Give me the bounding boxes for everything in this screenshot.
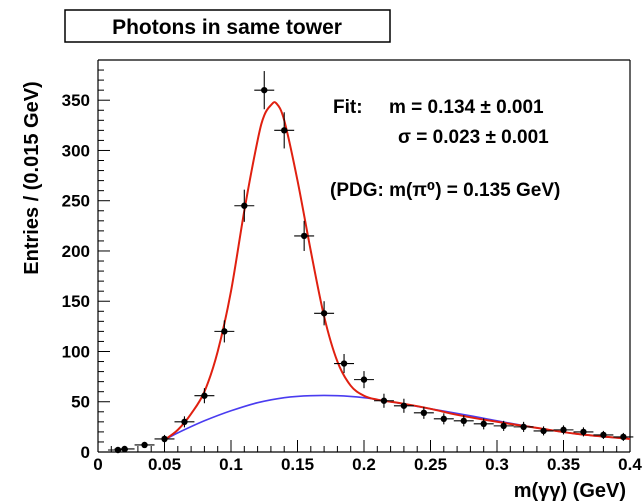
data-point — [573, 427, 594, 437]
y-tick-label: 0 — [81, 443, 90, 462]
data-point — [513, 421, 534, 432]
y-axis-label: Entries / (0.015 GeV) — [21, 81, 43, 274]
data-point-marker — [580, 428, 587, 436]
y-tick-label: 150 — [62, 292, 90, 311]
data-point-marker — [340, 360, 348, 367]
data-point-marker — [161, 435, 168, 443]
data-point-marker — [620, 433, 627, 441]
data-point-marker — [201, 392, 208, 399]
fit-sigma: σ = 0.023 ± 0.001 — [398, 127, 549, 148]
data-point-marker — [500, 422, 507, 430]
data-point-marker — [241, 202, 248, 209]
y-tick-label: 50 — [71, 393, 90, 412]
data-point-marker — [360, 376, 368, 383]
data-point-marker — [281, 127, 288, 134]
x-tick-label: 0.05 — [148, 455, 181, 474]
data-point-marker — [520, 423, 527, 431]
fit-mass: m = 0.134 ± 0.001 — [389, 97, 544, 118]
data-point — [254, 71, 275, 110]
data-point-marker — [460, 417, 467, 425]
x-tick-label: 0 — [93, 455, 102, 474]
signal-fit-curve — [163, 101, 631, 441]
data-point-marker — [320, 310, 328, 317]
data-point-marker — [480, 420, 487, 428]
data-point — [533, 426, 554, 436]
data-point — [373, 393, 394, 408]
data-point-marker — [221, 328, 228, 335]
data-point — [393, 398, 414, 413]
x-tick-label: 0.35 — [547, 455, 580, 474]
data-point-marker — [141, 441, 148, 449]
data-point — [174, 416, 195, 428]
plot-axes — [97, 59, 631, 453]
x-tick-label: 0.3 — [485, 455, 509, 474]
x-tick-label: 0.4 — [618, 455, 642, 474]
x-tick-label: 0.15 — [281, 455, 314, 474]
pdg-note: (PDG: m(π⁰) = 0.135 GeV) — [330, 180, 560, 201]
data-point-marker — [300, 232, 308, 240]
y-tick-label: 250 — [62, 192, 90, 211]
data-point-marker — [560, 426, 567, 434]
y-tick-label: 350 — [62, 91, 90, 110]
data-point — [274, 112, 295, 149]
axis-ticks: 0 0.05 0.1 0.15 0.2 0.25 0.3 0.35 0.4 0 50 100 150 20… — [62, 69, 642, 474]
data-point-marker — [440, 415, 447, 423]
y-tick-label: 100 — [62, 342, 90, 361]
data-point — [413, 406, 434, 419]
data-point — [473, 418, 494, 430]
data-point — [453, 415, 474, 427]
data-point-marker — [261, 86, 268, 94]
data-point-marker — [181, 418, 188, 426]
data-point — [214, 320, 235, 343]
data-point-marker — [600, 431, 607, 439]
data-point — [433, 413, 454, 425]
data-point — [114, 445, 135, 453]
data-point — [154, 434, 175, 443]
x-tick-label: 0.1 — [219, 455, 243, 474]
chart-title: Photons in same tower — [112, 16, 342, 39]
data-point — [613, 432, 634, 441]
fit-curves — [163, 101, 631, 441]
data-point — [493, 420, 514, 431]
y-tick-label: 200 — [62, 242, 90, 261]
data-point-marker — [380, 397, 388, 404]
data-point — [314, 301, 335, 326]
x-tick-label: 0.2 — [352, 455, 376, 474]
data-point — [593, 430, 614, 439]
data-point-marker — [540, 427, 547, 435]
data-point — [354, 371, 374, 389]
data-point — [294, 220, 315, 251]
x-tick-label: 0.25 — [414, 455, 447, 474]
y-tick-label: 300 — [62, 141, 90, 160]
data-point — [553, 425, 574, 435]
data-point — [194, 388, 215, 404]
data-point-marker — [121, 445, 128, 453]
chart-title-box — [64, 9, 391, 43]
data-point-marker — [420, 409, 428, 416]
data-point — [134, 441, 155, 449]
data-point — [234, 189, 255, 222]
data-point-marker — [400, 402, 408, 409]
x-axis-label: m(γγ) (GeV) — [514, 480, 626, 502]
data-points — [107, 71, 634, 454]
data-point-marker — [114, 446, 122, 454]
data-point — [334, 354, 355, 374]
fit-label: Fit: — [333, 97, 363, 118]
